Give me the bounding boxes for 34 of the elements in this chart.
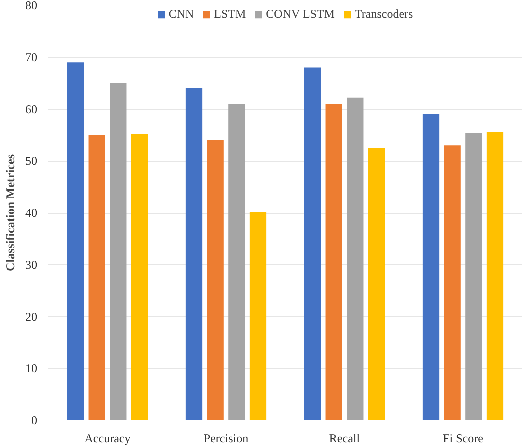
x-tick-label: Recall <box>329 432 361 446</box>
y-tick-label: 60 <box>26 102 38 116</box>
y-tick-label: 80 <box>26 0 38 12</box>
bar <box>228 104 246 420</box>
bar <box>466 133 482 420</box>
bar <box>250 212 267 420</box>
bar <box>486 132 504 420</box>
legend-label: CONV LSTM <box>266 7 335 22</box>
bar <box>131 134 148 420</box>
legend-label: CNN <box>168 7 194 22</box>
legend-label: LSTM <box>214 7 246 22</box>
x-tick-label: Fi Score <box>443 432 484 446</box>
legend-label: Transcoders <box>354 7 414 22</box>
y-tick-label: 50 <box>26 154 38 168</box>
y-tick-label: 30 <box>26 258 38 272</box>
bar <box>110 83 127 420</box>
y-tick-label: 10 <box>26 362 38 376</box>
x-tick-label: Percision <box>204 432 249 446</box>
y-tick-label: 20 <box>26 310 38 324</box>
bar <box>186 88 203 420</box>
bar <box>368 148 386 420</box>
bar <box>326 104 342 420</box>
y-tick-label: 40 <box>26 206 38 220</box>
bar <box>444 146 461 420</box>
bar <box>67 62 84 420</box>
x-tick-label: Accuracy <box>84 432 131 446</box>
y-axis-title: Classification Metrices <box>4 154 18 272</box>
bar <box>207 140 224 420</box>
y-tick-label: 0 <box>32 414 38 428</box>
bar <box>422 114 440 420</box>
bar <box>88 135 106 420</box>
bar <box>347 98 364 420</box>
bar <box>304 68 322 420</box>
y-tick-label: 70 <box>26 50 38 64</box>
